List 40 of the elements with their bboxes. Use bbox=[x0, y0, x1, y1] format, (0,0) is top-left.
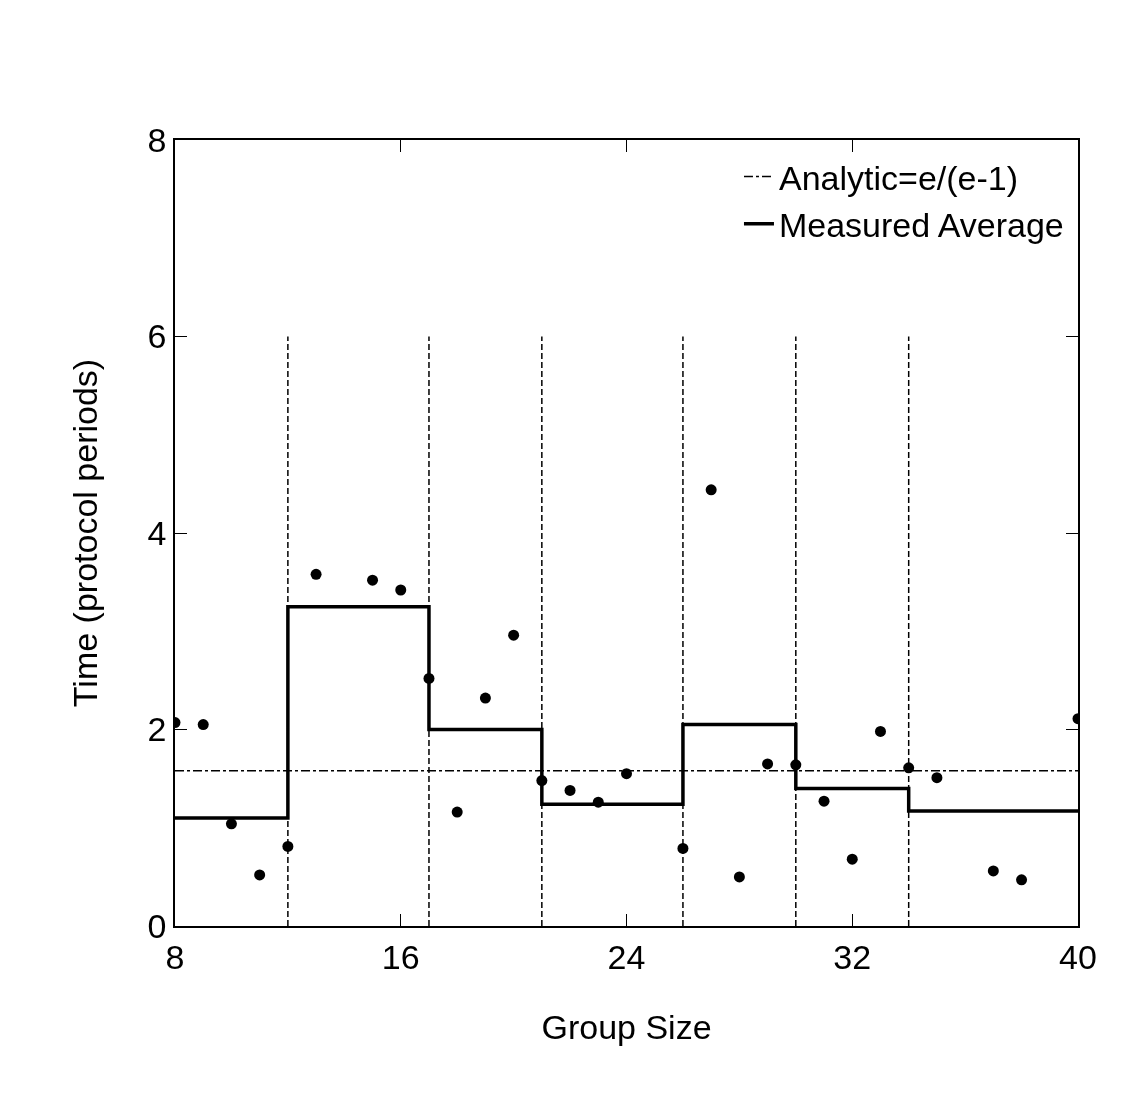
point bbox=[846, 853, 858, 865]
y-tick-label: 6 bbox=[147, 317, 167, 356]
point bbox=[592, 796, 604, 808]
y-tick-label: 8 bbox=[147, 120, 167, 159]
x-tick-label: 16 bbox=[381, 937, 420, 976]
point bbox=[536, 775, 548, 787]
point bbox=[705, 484, 717, 496]
y-tick-label: 4 bbox=[147, 513, 167, 552]
point bbox=[479, 692, 491, 704]
point bbox=[987, 865, 999, 877]
y-tick-label: 0 bbox=[147, 906, 167, 945]
point bbox=[733, 871, 745, 883]
point bbox=[762, 758, 774, 770]
point bbox=[874, 725, 886, 737]
y-axis-title: Time (protocol periods) bbox=[65, 358, 104, 708]
point bbox=[395, 584, 407, 596]
point bbox=[508, 629, 520, 641]
point bbox=[903, 762, 915, 774]
point bbox=[423, 672, 435, 684]
x-tick-label: 40 bbox=[1059, 937, 1097, 976]
point bbox=[225, 818, 237, 830]
point bbox=[564, 784, 576, 796]
point bbox=[790, 759, 802, 771]
x-tick-label: 24 bbox=[607, 937, 646, 976]
x-axis-title: Group Size bbox=[541, 1007, 712, 1046]
point bbox=[310, 568, 322, 580]
point bbox=[621, 768, 632, 780]
point bbox=[282, 840, 294, 852]
point bbox=[677, 842, 689, 854]
point bbox=[451, 806, 463, 818]
legend-label: Measured Average bbox=[778, 205, 1064, 244]
point bbox=[818, 795, 830, 807]
point bbox=[367, 574, 379, 586]
y-tick-label: 2 bbox=[147, 710, 167, 749]
legend-label: Analytic=e/(e-1) bbox=[778, 158, 1019, 197]
x-tick-label: 32 bbox=[833, 937, 872, 976]
point bbox=[254, 869, 266, 881]
point bbox=[197, 719, 209, 731]
point bbox=[931, 772, 943, 784]
point bbox=[1016, 874, 1028, 886]
